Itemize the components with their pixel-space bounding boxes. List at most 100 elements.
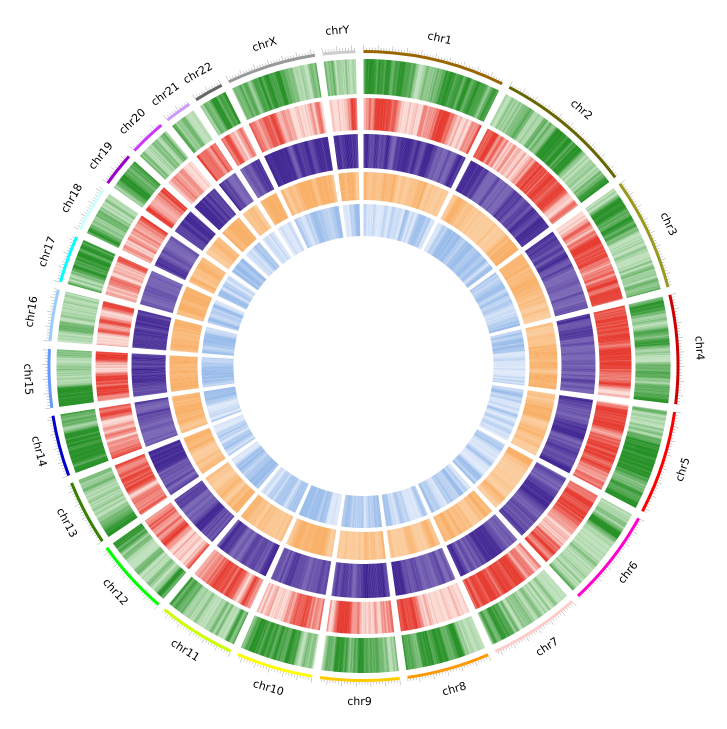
heatmap-cell — [634, 340, 670, 345]
tick-mark — [220, 648, 223, 651]
heatmap-cell — [352, 637, 355, 673]
heatmap-cell — [372, 59, 375, 95]
heatmap-cell — [631, 316, 667, 324]
tick-mark — [54, 288, 57, 290]
heatmap-cell — [258, 621, 272, 655]
heatmap-cell — [633, 329, 669, 335]
heatmap-cell — [298, 631, 307, 667]
heatmap-cell — [582, 526, 612, 549]
heatmap-cell — [607, 230, 640, 247]
tick-mark — [608, 164, 611, 167]
heatmap-cell — [468, 616, 484, 649]
heatmap-cell — [618, 259, 652, 273]
tick-mark — [53, 436, 56, 438]
tick-mark — [111, 171, 114, 174]
tick-mark — [441, 57, 443, 60]
tick-mark — [673, 429, 676, 431]
heatmap-cell — [123, 535, 152, 559]
heatmap-cell — [629, 420, 665, 429]
heatmap-cell — [591, 513, 622, 534]
heatmap-cell — [404, 634, 411, 670]
heatmap-cell — [292, 630, 302, 665]
tick-mark — [189, 631, 193, 636]
tick-mark — [171, 617, 173, 621]
tick-mark — [455, 61, 457, 64]
heatmap-cell — [610, 238, 644, 254]
heatmap-cell — [438, 627, 449, 662]
tick-mark — [480, 659, 482, 662]
heatmap-cell — [596, 206, 627, 226]
heatmap-cell — [441, 71, 453, 106]
tick-mark — [463, 61, 466, 67]
heatmap-cell — [525, 584, 547, 613]
heatmap-cell — [635, 355, 671, 358]
heatmap-cell — [89, 488, 122, 506]
heatmap-cell — [127, 540, 156, 564]
heatmap-cell — [517, 589, 539, 619]
heatmap-cell — [432, 69, 443, 104]
heatmap-cell — [197, 595, 218, 626]
heatmap-cell — [135, 548, 163, 573]
tick-mark — [598, 153, 602, 156]
heatmap-cell — [518, 113, 540, 143]
heatmap-cell — [254, 620, 268, 654]
heatmap-cell — [171, 578, 195, 607]
heatmap-cell — [616, 464, 650, 479]
heatmap-cell — [574, 172, 603, 196]
heatmap-cell — [564, 158, 591, 184]
tick-mark — [579, 596, 582, 599]
heatmap-cell — [502, 599, 522, 631]
tick-mark — [635, 526, 638, 528]
heatmap-cell — [634, 339, 670, 344]
heatmap-cell — [540, 572, 564, 600]
heatmap-cell — [148, 559, 174, 586]
heatmap-cell — [555, 148, 581, 174]
tick-mark — [116, 164, 119, 167]
heatmap-cell — [492, 605, 511, 637]
heatmap-cell — [245, 617, 261, 650]
heatmap-cell — [550, 142, 575, 169]
heatmap-cell — [117, 528, 146, 550]
tick-mark — [508, 646, 510, 650]
heatmap-cell — [181, 585, 203, 614]
tick-mark — [106, 178, 109, 181]
heatmap-cell — [632, 405, 668, 412]
heatmap-cell — [335, 636, 340, 672]
heatmap-cell — [559, 553, 586, 579]
heatmap-cell — [218, 605, 236, 637]
heatmap-cell — [503, 102, 523, 134]
heatmap-cell — [430, 629, 441, 664]
heatmap-cell — [624, 278, 659, 290]
heatmap-cell — [337, 637, 342, 673]
chromosome-label-chr1: chr1 — [426, 29, 453, 47]
heatmap-cell — [589, 516, 619, 538]
heatmap-cell — [342, 637, 346, 673]
heatmap-cell — [507, 596, 528, 627]
heatmap-cell — [403, 634, 410, 670]
heatmap-cell — [527, 121, 550, 150]
heatmap-cell — [632, 320, 668, 327]
heatmap-cell — [159, 569, 184, 597]
tick-mark — [657, 482, 663, 485]
tick-mark — [51, 431, 55, 433]
tick-mark — [95, 537, 99, 539]
heatmap-cell — [629, 423, 664, 433]
heatmap-cell — [575, 536, 603, 559]
heatmap-cell — [337, 636, 342, 672]
heatmap-cell — [444, 72, 456, 107]
tick-mark — [509, 81, 513, 87]
tick-mark — [500, 650, 504, 656]
heatmap-cell — [463, 80, 478, 114]
heatmap-cell — [546, 139, 571, 166]
tick-mark — [197, 635, 200, 639]
heatmap-cell — [533, 126, 556, 155]
heatmap-cell — [631, 312, 666, 320]
heatmap-cell — [585, 522, 615, 544]
heatmap-cell — [244, 616, 259, 650]
heatmap-cell — [450, 74, 463, 109]
heatmap-cell — [249, 618, 263, 652]
heatmap-cell — [553, 145, 579, 172]
tick-mark — [138, 589, 141, 592]
heatmap-cell — [87, 484, 120, 501]
tick-mark — [211, 85, 213, 89]
